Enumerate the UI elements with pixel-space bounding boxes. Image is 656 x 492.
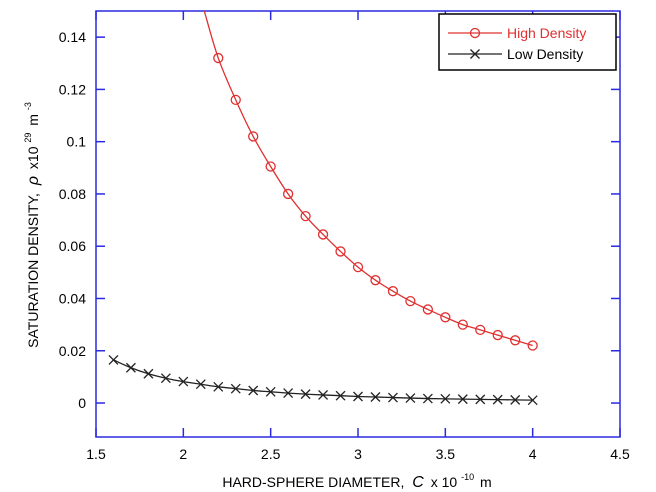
data-point [527, 340, 538, 351]
data-point [160, 373, 171, 384]
data-point [422, 393, 433, 404]
series-high-density [203, 10, 538, 351]
data-point [318, 389, 329, 400]
data-point [125, 362, 136, 373]
data-point [370, 275, 381, 286]
data-point [492, 329, 503, 341]
y-tick-label: 0.12 [59, 81, 86, 97]
data-point [527, 395, 538, 406]
x-tick-label: 2.5 [261, 446, 281, 462]
x-tick-label: 4 [529, 446, 537, 462]
y-tick-label: 0.14 [59, 29, 86, 45]
data-point [422, 304, 434, 315]
data-point [248, 385, 259, 396]
data-point [440, 312, 451, 323]
series-line [203, 10, 533, 347]
data-point [282, 188, 294, 200]
series-low-density [108, 354, 538, 406]
data-point [300, 211, 311, 222]
data-point [353, 391, 363, 402]
data-point [475, 324, 486, 335]
data-point [265, 386, 276, 397]
data-point [352, 261, 364, 273]
x-tick-label: 3 [354, 446, 362, 462]
data-point [440, 393, 451, 404]
data-point [370, 392, 381, 402]
data-point [300, 389, 311, 400]
data-point [387, 392, 398, 403]
plot-frame [95, 10, 621, 438]
data-point [492, 394, 503, 405]
data-point [283, 388, 294, 399]
data-point [108, 354, 119, 365]
y-tick-label: 0.1 [67, 134, 87, 150]
data-point [335, 390, 346, 401]
data-point [195, 379, 206, 390]
y-tick-label: 0.04 [59, 290, 86, 306]
y-tick-label: 0 [78, 395, 86, 411]
data-point [387, 286, 399, 297]
data-point [510, 335, 521, 346]
data-point [248, 131, 259, 142]
legend-box [438, 13, 617, 71]
legend-low-density-label: Low Density [507, 46, 583, 62]
series-layer [108, 10, 538, 406]
legend-high-density-marker [469, 27, 481, 39]
y-tick-label: 0.06 [59, 238, 86, 254]
data-point [265, 161, 276, 172]
data-point [230, 94, 241, 106]
legend: High Density Low Density [438, 13, 617, 71]
data-point [457, 394, 468, 405]
data-point [475, 394, 486, 405]
y-axis-title: SATURATION DENSITY, ρ x10 29 m -3 [18, 102, 42, 348]
axis-ticks [95, 11, 621, 437]
data-point [335, 246, 346, 257]
data-point [213, 381, 224, 392]
x-tick-label: 1.5 [86, 446, 106, 462]
y-tick-labels: 0 0.02 0.04 0.06 0.08 0.1 0.12 0.14 [59, 29, 86, 411]
data-point [230, 383, 241, 394]
data-point [405, 393, 416, 404]
data-point [510, 394, 521, 405]
data-point [143, 368, 154, 379]
legend-low-density-marker [470, 49, 480, 59]
data-point [457, 319, 468, 330]
y-tick-label: 0.02 [59, 343, 86, 359]
x-axis-title: HARD-SPHERE DIAMETER, C x 10 -10 m [222, 467, 491, 491]
legend-high-density-label: High Density [507, 25, 586, 41]
data-point [317, 229, 329, 240]
x-tick-label: 3.5 [436, 446, 456, 462]
x-tick-label: 2 [179, 446, 187, 462]
y-tick-label: 0.08 [59, 186, 86, 202]
x-tick-labels: 1.5 2 2.5 3 3.5 4 4.5 [86, 446, 630, 462]
data-point [178, 376, 189, 387]
data-point [213, 52, 224, 64]
data-point [405, 295, 416, 307]
x-tick-label: 4.5 [610, 446, 630, 462]
